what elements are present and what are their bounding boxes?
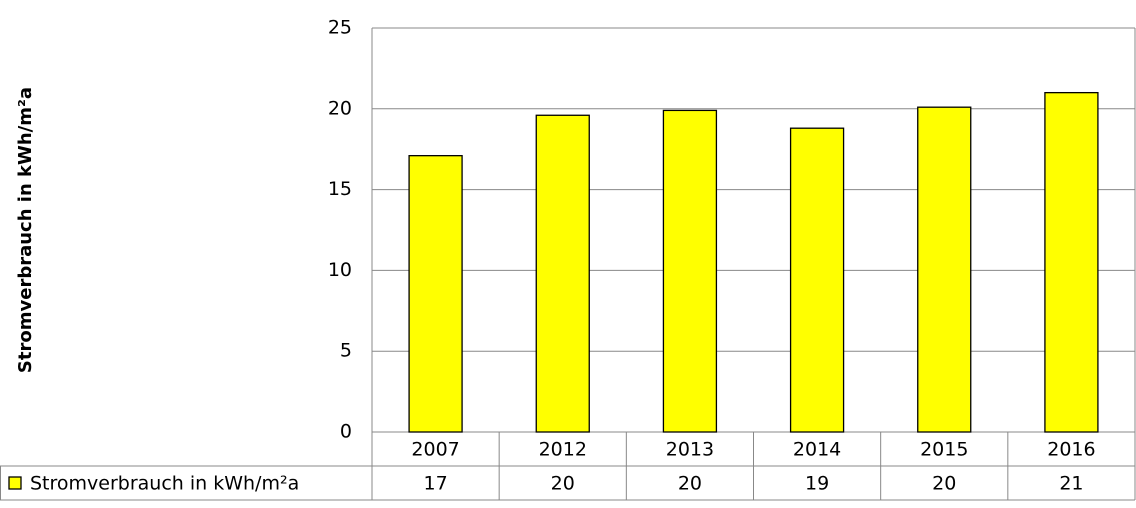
y-axis-label: Stromverbrauch in kWh/m²a <box>15 87 36 373</box>
x-tick-label: 2012 <box>539 439 587 461</box>
x-tick-label: 2015 <box>920 439 968 461</box>
y-tick-label: 20 <box>328 97 352 119</box>
bar <box>662 109 718 433</box>
table-value: 21 <box>1059 473 1083 495</box>
table-value: 17 <box>423 473 447 495</box>
bar <box>789 127 845 433</box>
y-tick-label: 10 <box>328 259 352 281</box>
bar <box>535 114 590 433</box>
bar <box>408 155 463 433</box>
table-value: 20 <box>678 473 702 495</box>
table-value: 20 <box>551 473 575 495</box>
y-tick-label: 25 <box>328 17 352 39</box>
x-tick-label: 2007 <box>411 439 459 461</box>
x-tick-label: 2014 <box>793 439 841 461</box>
legend-label: Stromverbrauch in kWh/m²a <box>30 473 299 495</box>
bar <box>917 106 972 433</box>
table-value: 20 <box>932 473 956 495</box>
x-tick-label: 2013 <box>666 439 714 461</box>
x-tick-label: 2016 <box>1047 439 1095 461</box>
table-value: 19 <box>805 473 829 495</box>
y-tick-label: 15 <box>328 178 352 200</box>
y-tick-label: 0 <box>340 421 352 443</box>
y-tick-label: 5 <box>340 340 352 362</box>
bar <box>1044 91 1099 433</box>
legend-swatch <box>8 476 22 490</box>
